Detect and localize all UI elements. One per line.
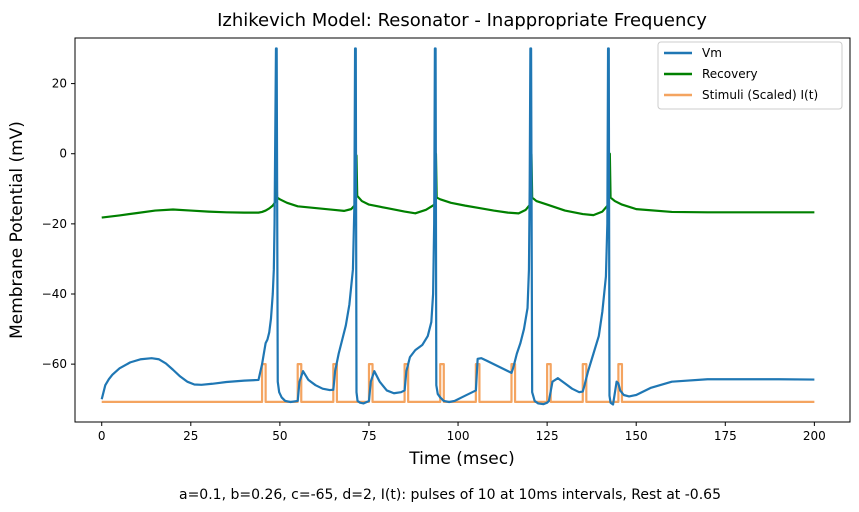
y-tick-label: −60 [42,357,67,371]
legend-label-stimuli: Stimuli (Scaled) I(t) [702,88,818,102]
series-line-recovery [101,152,815,219]
legend-box [657,41,843,110]
figure-caption: a=0.1, b=0.26, c=-65, d=2, I(t): pulses … [179,487,721,503]
x-tick-label: 200 [803,429,826,443]
chart-title: Izhikevich Model: Resonator - Inappropri… [217,10,707,31]
x-axis-ticks: 0 25 50 75 100 125 150 175 200 [98,422,826,443]
x-tick-label: 0 [98,429,106,443]
y-tick-label: 0 [59,147,67,161]
x-tick-label: 175 [714,429,737,443]
y-axis-ticks: −60 −40 −20 0 20 [42,77,75,371]
series-line-stimuli [101,363,815,403]
x-tick-label: 25 [183,429,198,443]
x-tick-label: 50 [272,429,287,443]
y-tick-label: −40 [42,287,67,301]
legend-label-recovery: Recovery [702,67,758,81]
series-line-vm [100,47,815,406]
x-axis-title: Time (msec) [408,449,515,469]
x-tick-label: 125 [536,429,559,443]
x-tick-label: 100 [447,429,470,443]
y-axis-title: Membrane Potential (mV) [7,121,27,339]
y-tick-label: 20 [52,77,67,91]
series-layer [100,47,815,406]
legend-label-vm: Vm [702,46,722,60]
y-tick-label: −20 [42,217,67,231]
x-tick-label: 150 [625,429,648,443]
legend: Vm Recovery Stimuli (Scaled) I(t) [657,41,843,110]
x-tick-label: 75 [361,429,376,443]
